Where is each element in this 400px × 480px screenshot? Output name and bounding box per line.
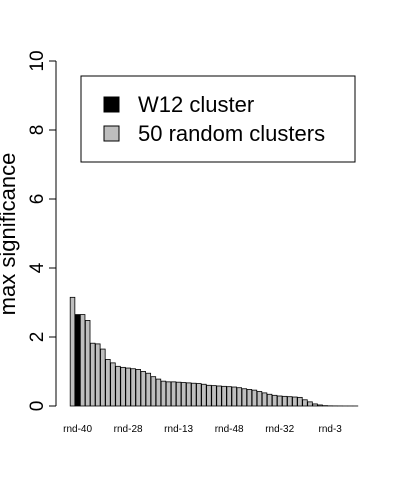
- bar: [211, 385, 217, 407]
- bar: [302, 399, 308, 407]
- bar: [105, 359, 111, 407]
- bar: [231, 386, 237, 407]
- legend-label-w12: W12 cluster: [138, 92, 254, 117]
- bar: [145, 372, 152, 407]
- y-axis: 0 2 4 6 8 10: [27, 50, 57, 412]
- y-tick-label: 2: [27, 332, 48, 343]
- bar: [266, 393, 273, 407]
- x-category-label: rnd-32: [265, 424, 294, 435]
- bar: [79, 314, 86, 407]
- bar: [226, 386, 232, 407]
- x-category-labels: rnd-40 rnd-28 rnd-13 rnd-48 rnd-32 rnd-3: [63, 424, 342, 435]
- bar: [271, 394, 278, 407]
- bar: [186, 382, 192, 407]
- bar: [261, 392, 268, 407]
- bars: [69, 296, 359, 407]
- bar: [312, 403, 318, 407]
- bar: [84, 320, 91, 407]
- legend-swatch-w12: [103, 96, 120, 113]
- bar: [110, 362, 116, 407]
- bar-w12: [74, 314, 81, 407]
- legend: W12 cluster 50 random clusters: [80, 75, 356, 163]
- bar: [140, 371, 146, 407]
- bar: [90, 342, 96, 407]
- bar: [95, 343, 101, 407]
- bar: [120, 366, 126, 407]
- y-tick-label: 0: [27, 401, 48, 412]
- bar: [115, 365, 121, 407]
- legend-swatch-random: [103, 125, 120, 142]
- bar: [130, 368, 136, 407]
- bar: [165, 381, 172, 407]
- x-category-label: rnd-48: [215, 424, 244, 435]
- legend-box: [80, 75, 356, 163]
- bar: [160, 380, 167, 407]
- bar: [206, 384, 212, 407]
- bar: [125, 367, 131, 407]
- bar: [69, 296, 76, 407]
- bar: [317, 404, 323, 407]
- bar: [135, 369, 141, 407]
- bar: [297, 396, 303, 407]
- bar: [256, 391, 263, 407]
- x-category-label: rnd-28: [114, 424, 143, 435]
- bar: [292, 396, 298, 407]
- bar: [216, 385, 222, 407]
- bar: [276, 395, 283, 407]
- bar: [150, 376, 157, 407]
- bar: [236, 387, 242, 407]
- bar: [100, 348, 106, 407]
- y-axis-label: max significance: [0, 153, 20, 316]
- bar: [282, 395, 288, 407]
- bar: [155, 378, 162, 407]
- bar: [201, 383, 207, 407]
- bar: [287, 396, 293, 407]
- y-tick-label: 8: [27, 125, 48, 136]
- bar: [221, 385, 227, 407]
- bar: [241, 388, 248, 407]
- y-tick-label: 4: [27, 262, 48, 273]
- x-category-label: rnd-13: [164, 424, 193, 435]
- bar: [307, 401, 313, 407]
- x-category-label: rnd-3: [319, 424, 343, 435]
- bar: [175, 381, 182, 407]
- bar: [251, 389, 258, 407]
- legend-label-random: 50 random clusters: [138, 121, 325, 146]
- y-tick-label: 6: [27, 194, 48, 205]
- bar: [191, 382, 197, 407]
- bar: [170, 381, 177, 407]
- bar: [246, 389, 253, 407]
- bar: [196, 383, 202, 407]
- x-category-label: rnd-40: [63, 424, 92, 435]
- bar: [180, 382, 187, 407]
- y-tick-label: 10: [27, 50, 48, 71]
